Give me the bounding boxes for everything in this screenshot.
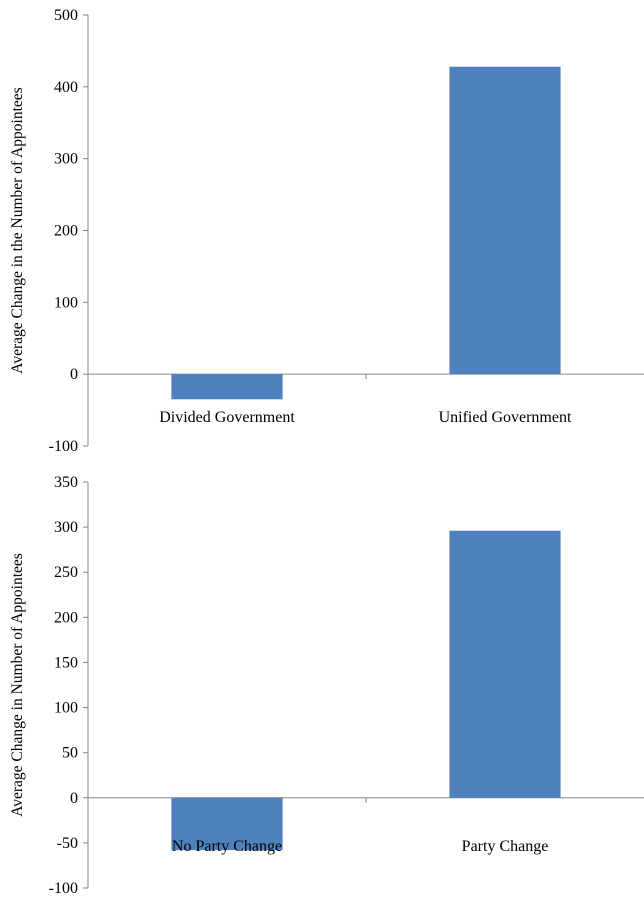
y-tick-label: 100 bbox=[54, 294, 78, 311]
chart-panel-party-change: -100 -50 0 50 100 150 200 250 300 350 No Party Cha… bbox=[9, 474, 644, 897]
y-axis-title-government: Average Change in the Number of Appointe… bbox=[9, 87, 26, 373]
y-tick-label: 0 bbox=[70, 366, 78, 383]
x-category-label: No Party Change bbox=[172, 838, 282, 855]
y-tick-label: 400 bbox=[54, 79, 78, 96]
y-tick-label: 200 bbox=[54, 609, 78, 626]
y-tick-label: 300 bbox=[54, 151, 78, 168]
y-tick-label: 250 bbox=[54, 564, 78, 581]
y-tick-label: 300 bbox=[54, 519, 78, 536]
y-tick-label: 50 bbox=[62, 745, 78, 762]
x-category-label: Party Change bbox=[462, 838, 549, 855]
bar-no-party-change bbox=[171, 797, 283, 851]
bar-party-change bbox=[449, 530, 561, 798]
x-category-label: Divided Government bbox=[159, 409, 295, 426]
y-tick-label: -50 bbox=[57, 835, 78, 852]
y-tick-label: 150 bbox=[54, 654, 78, 671]
x-category-label: Unified Government bbox=[439, 409, 572, 426]
y-tick-label: 500 bbox=[54, 7, 78, 24]
y-tick-label: -100 bbox=[49, 438, 78, 455]
y-tick-label: 350 bbox=[54, 474, 78, 491]
y-axis-title-party-change: Average Change in Number of Appointees bbox=[9, 553, 26, 817]
y-tick-label: 0 bbox=[70, 790, 78, 807]
y-tick-label: 200 bbox=[54, 223, 78, 240]
bar-unified-government bbox=[449, 66, 561, 375]
y-tick-label: -100 bbox=[49, 880, 78, 897]
chart-panel-government: -100 0 100 200 300 400 500 Divided Government Un… bbox=[9, 7, 644, 455]
y-tick-label: 100 bbox=[54, 700, 78, 717]
bar-divided-government bbox=[171, 374, 283, 400]
